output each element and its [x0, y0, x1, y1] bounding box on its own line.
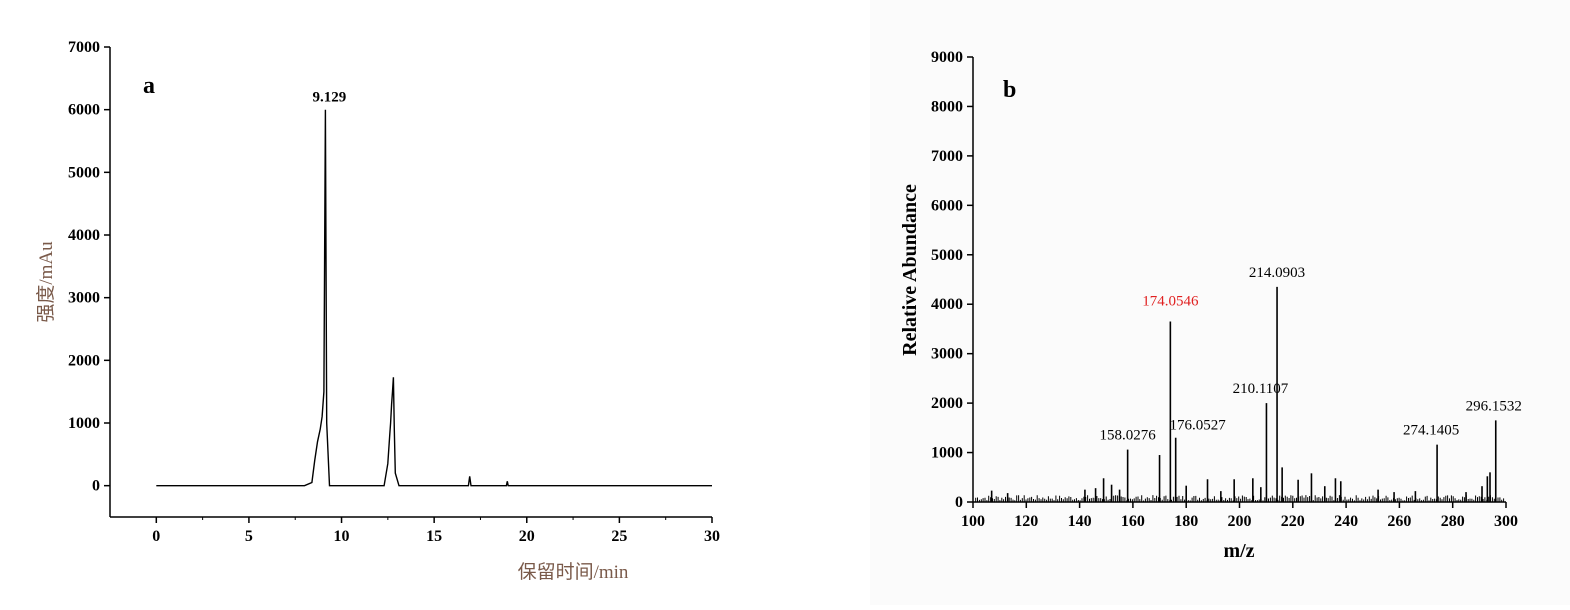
y-tick-label: 0 — [92, 478, 100, 495]
x-tick-label: 120 — [1014, 513, 1038, 530]
x-tick-label: 25 — [611, 528, 627, 545]
chromatogram-chart: 0 1000 2000 3000 4000 5000 6000 7000 0 5 10 15 20 25 3… — [35, 39, 720, 583]
y-tick-label: 2000 — [68, 352, 100, 369]
y-tick-label: 6000 — [931, 197, 963, 214]
y-tick-label: 3000 — [931, 346, 963, 363]
peak-mz-label: 214.0903 — [1249, 265, 1305, 281]
y-tick-label: 1000 — [931, 445, 963, 462]
x-tick-label: 10 — [334, 528, 350, 545]
panel-letter: b — [1003, 77, 1016, 103]
x-tick-label: 140 — [1068, 513, 1092, 530]
x-tick-label: 180 — [1174, 513, 1198, 530]
y-tick-label: 5000 — [931, 247, 963, 264]
x-tick-label: 5 — [245, 528, 253, 545]
x-tick-label: 220 — [1281, 513, 1305, 530]
y-tick-label: 8000 — [931, 98, 963, 115]
x-tick-label: 200 — [1228, 513, 1252, 530]
x-tick-label: 15 — [426, 528, 442, 545]
x-tick-label: 100 — [961, 513, 985, 530]
y-tick-label: 1000 — [68, 415, 100, 432]
y-tick-label: 4000 — [68, 227, 100, 244]
x-axis-title: m/z — [1223, 540, 1254, 562]
y-tick-label: 7000 — [68, 39, 100, 56]
x-axis-title: 保留时间/min — [518, 561, 629, 583]
x-tick-label: 20 — [519, 528, 535, 545]
peak-mz-label: 174.0546 — [1142, 294, 1199, 310]
x-tick-label: 240 — [1334, 513, 1358, 530]
peak-mz-label: 176.0527 — [1170, 418, 1227, 434]
x-tick-label: 280 — [1441, 513, 1465, 530]
x-tick-label: 260 — [1387, 513, 1411, 530]
peak-label: 9.129 — [313, 90, 347, 106]
mass-spectrum-panel: 0 1000 2000 3000 4000 5000 6000 7000 8000 9000 100… — [870, 0, 1570, 605]
y-tick-label: 9000 — [931, 49, 963, 66]
chromatogram-panel: 0 1000 2000 3000 4000 5000 6000 7000 0 5 10 15 20 25 3… — [0, 0, 780, 605]
chromatogram-trace — [156, 109, 712, 487]
y-axis-title: Relative Abundance — [899, 184, 921, 356]
y-tick-label: 6000 — [68, 102, 100, 119]
peak-mz-label: 158.0276 — [1100, 428, 1157, 444]
y-tick-label: 4000 — [931, 296, 963, 313]
y-axis-title: 强度/mAu — [35, 241, 57, 323]
x-tick-label: 0 — [152, 528, 160, 545]
panel-letter: a — [143, 73, 155, 99]
peak-mz-label: 210.1107 — [1233, 381, 1289, 397]
mass-spectrum-chart: 0 1000 2000 3000 4000 5000 6000 7000 8000 9000 100… — [899, 49, 1522, 562]
y-tick-label: 3000 — [68, 290, 100, 307]
x-tick-label: 160 — [1121, 513, 1145, 530]
y-tick-label: 7000 — [931, 148, 963, 165]
y-tick-label: 0 — [955, 494, 963, 511]
peak-mz-label: 274.1405 — [1403, 423, 1459, 439]
noise-baseline — [975, 495, 1505, 502]
x-tick-label: 30 — [704, 528, 720, 545]
peak-mz-label: 296.1532 — [1466, 398, 1522, 414]
y-tick-label: 2000 — [931, 395, 963, 412]
x-tick-label: 300 — [1494, 513, 1518, 530]
y-tick-label: 5000 — [68, 164, 100, 181]
